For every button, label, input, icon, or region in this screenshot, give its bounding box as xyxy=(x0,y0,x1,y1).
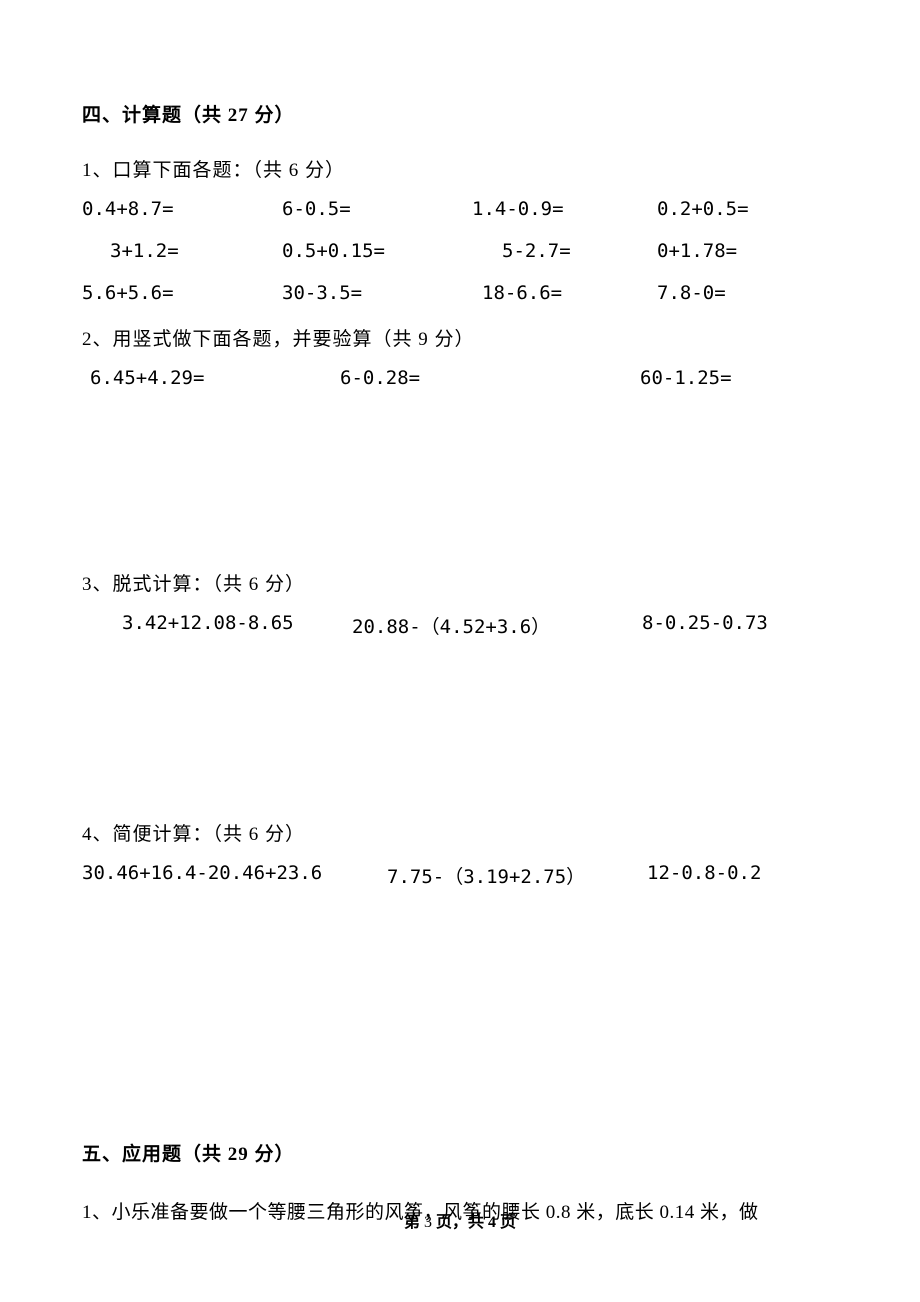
mental-cell: 1.4-0.9= xyxy=(472,198,657,220)
mental-cell: 3+1.2= xyxy=(82,240,282,262)
footer-middle: 页，共 xyxy=(436,1214,488,1231)
mental-row-2: 3+1.2= 0.5+0.15= 5-2.7= 0+1.78= xyxy=(82,240,838,262)
q2-intro: 2、用竖式做下面各题，并要验算（共 9 分） xyxy=(82,324,838,351)
vertical-cell: 6-0.28= xyxy=(340,367,640,389)
mental-cell: 6-0.5= xyxy=(282,198,472,220)
q4-intro: 4、简便计算：（共 6 分） xyxy=(82,819,838,846)
step-cell: 20.88-（4.52+3.6） xyxy=(352,612,642,639)
mental-cell: 5.6+5.6= xyxy=(82,282,282,304)
mental-cell: 0+1.78= xyxy=(657,240,838,262)
mental-cell: 7.8-0= xyxy=(657,282,838,304)
footer-current: 3 xyxy=(424,1214,436,1231)
footer-prefix: 第 xyxy=(404,1214,424,1231)
step-cell: 3.42+12.08-8.65 xyxy=(122,612,352,639)
simple-cell: 30.46+16.4-20.46+23.6 xyxy=(82,862,387,889)
section-5-header: 五、应用题（共 29 分） xyxy=(82,1139,838,1166)
mental-row-1: 0.4+8.7= 6-0.5= 1.4-0.9= 0.2+0.5= xyxy=(82,198,838,220)
simple-row: 30.46+16.4-20.46+23.6 7.75-（3.19+2.75） 1… xyxy=(82,862,838,889)
mental-cell: 5-2.7= xyxy=(472,240,657,262)
q3-intro: 3、脱式计算：（共 6 分） xyxy=(82,569,838,596)
mental-cell: 0.2+0.5= xyxy=(657,198,838,220)
mental-row-3: 5.6+5.6= 30-3.5= 18-6.6= 7.8-0= xyxy=(82,282,838,304)
vertical-cell: 6.45+4.29= xyxy=(90,367,340,389)
step-row: 3.42+12.08-8.65 20.88-（4.52+3.6） 8-0.25-… xyxy=(82,612,838,639)
simple-cell: 12-0.8-0.2 xyxy=(647,862,838,889)
page-footer: 第 3 页，共 4 页 xyxy=(0,1208,920,1232)
mental-cell: 0.5+0.15= xyxy=(282,240,472,262)
mental-cell: 18-6.6= xyxy=(472,282,657,304)
footer-total: 4 xyxy=(488,1214,500,1231)
step-cell: 8-0.25-0.73 xyxy=(642,612,838,639)
footer-suffix: 页 xyxy=(500,1214,516,1231)
simple-cell: 7.75-（3.19+2.75） xyxy=(387,862,647,889)
mental-cell: 30-3.5= xyxy=(282,282,472,304)
vertical-row: 6.45+4.29= 6-0.28= 60-1.25= xyxy=(82,367,838,389)
section-4-header: 四、计算题（共 27 分） xyxy=(82,100,838,127)
mental-cell: 0.4+8.7= xyxy=(82,198,282,220)
vertical-cell: 60-1.25= xyxy=(640,367,838,389)
q1-intro: 1、口算下面各题：（共 6 分） xyxy=(82,155,838,182)
